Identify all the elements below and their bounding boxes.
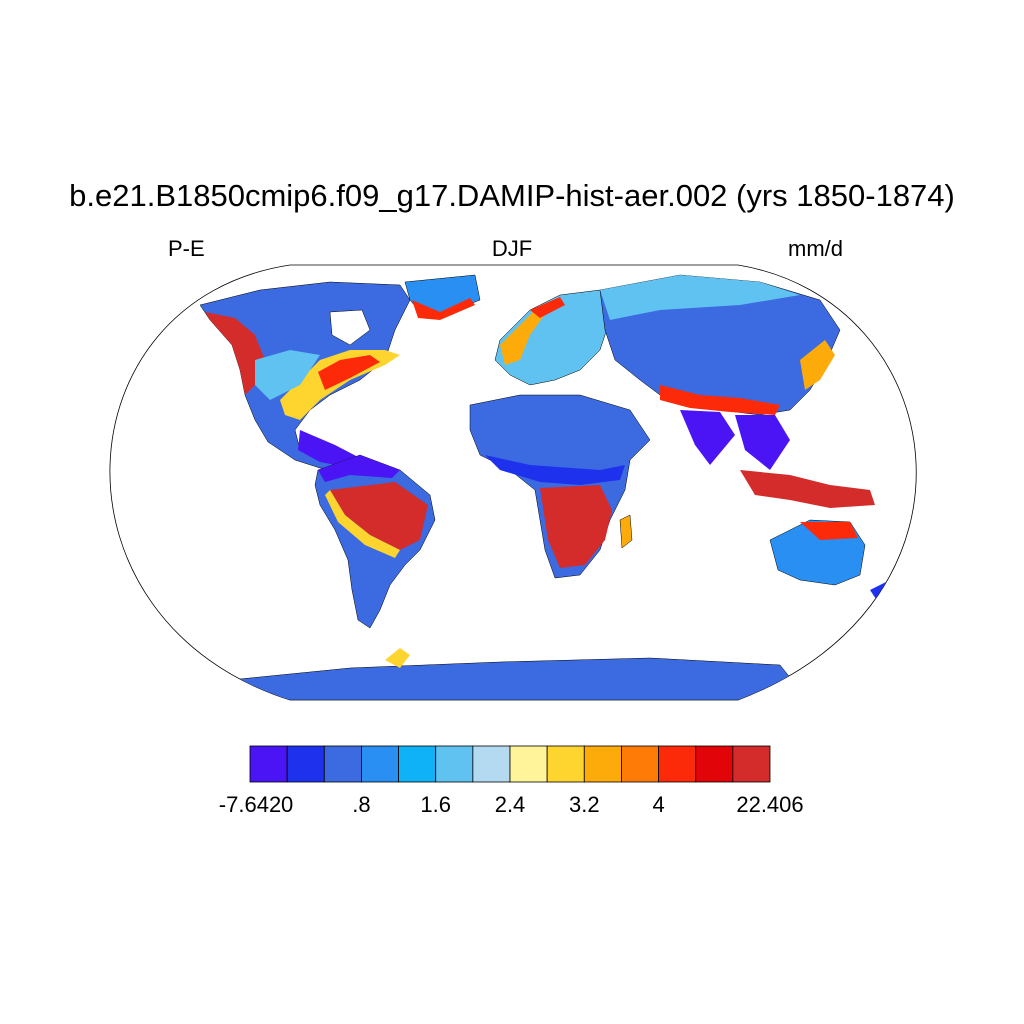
colorbar-swatch	[435, 745, 474, 783]
north-america-east	[280, 350, 400, 420]
colorbar-swatch	[658, 745, 697, 783]
colorbar-swatch	[361, 745, 399, 783]
colorbar-tick-label: 3.2	[568, 792, 600, 817]
asia-east-coast	[800, 340, 835, 390]
north-america-east-red	[318, 355, 380, 390]
africa-south	[540, 485, 612, 568]
antarctica-peninsula	[385, 648, 410, 668]
north-america-west-coast	[205, 312, 265, 395]
colorbar-swatch	[286, 745, 325, 783]
south-america-amazon-edge	[325, 490, 400, 558]
colorbar-tick-label: 22.406	[736, 792, 804, 817]
maritime-continent	[740, 470, 875, 508]
south-america-amazon	[330, 482, 428, 550]
australia-north	[800, 522, 858, 540]
asia-north	[600, 275, 800, 320]
colorbar-swatch	[546, 745, 585, 783]
colorbar-swatch	[695, 745, 734, 783]
asia-himalaya	[660, 385, 780, 415]
africa-sahel	[485, 455, 625, 485]
colorbar-swatch	[249, 745, 288, 783]
colorbar-tick-label: 1.6	[420, 792, 451, 817]
colorbar-tick-label: 2.4	[494, 792, 526, 817]
europe-land	[494, 289, 611, 386]
colorbar-swatch	[323, 745, 362, 783]
colorbar-swatch	[621, 745, 659, 783]
season-label: DJF	[491, 236, 533, 261]
south-america-north	[318, 455, 400, 482]
hudson-bay	[329, 309, 371, 346]
colorbar-swatch	[583, 745, 622, 783]
colorbar-swatch	[509, 745, 548, 783]
colorbar-tick-label: -7.642	[218, 792, 282, 817]
europe-scandinavia-coast	[530, 297, 565, 318]
madagascar	[619, 514, 633, 549]
north-america-mid	[255, 350, 320, 400]
greenland-coast	[412, 298, 475, 320]
colorbar-swatch	[398, 745, 437, 783]
map-title: b.e21.B1850cmip6.f09_g17.DAMIP-hist-aer.…	[69, 178, 955, 213]
india	[680, 410, 735, 465]
colorbar-swatch	[472, 745, 511, 783]
variable-label: P-E	[168, 236, 205, 261]
europe-west	[500, 305, 548, 365]
colorbar-tick-label: .8	[352, 792, 371, 817]
units-label: mm/d	[788, 236, 843, 261]
colorbar-swatch	[732, 745, 771, 783]
se-asia	[735, 415, 790, 470]
central-america	[298, 430, 360, 468]
colorbar-tick-label: 0	[281, 792, 294, 817]
colorbar-tick-label: 4	[652, 792, 665, 817]
